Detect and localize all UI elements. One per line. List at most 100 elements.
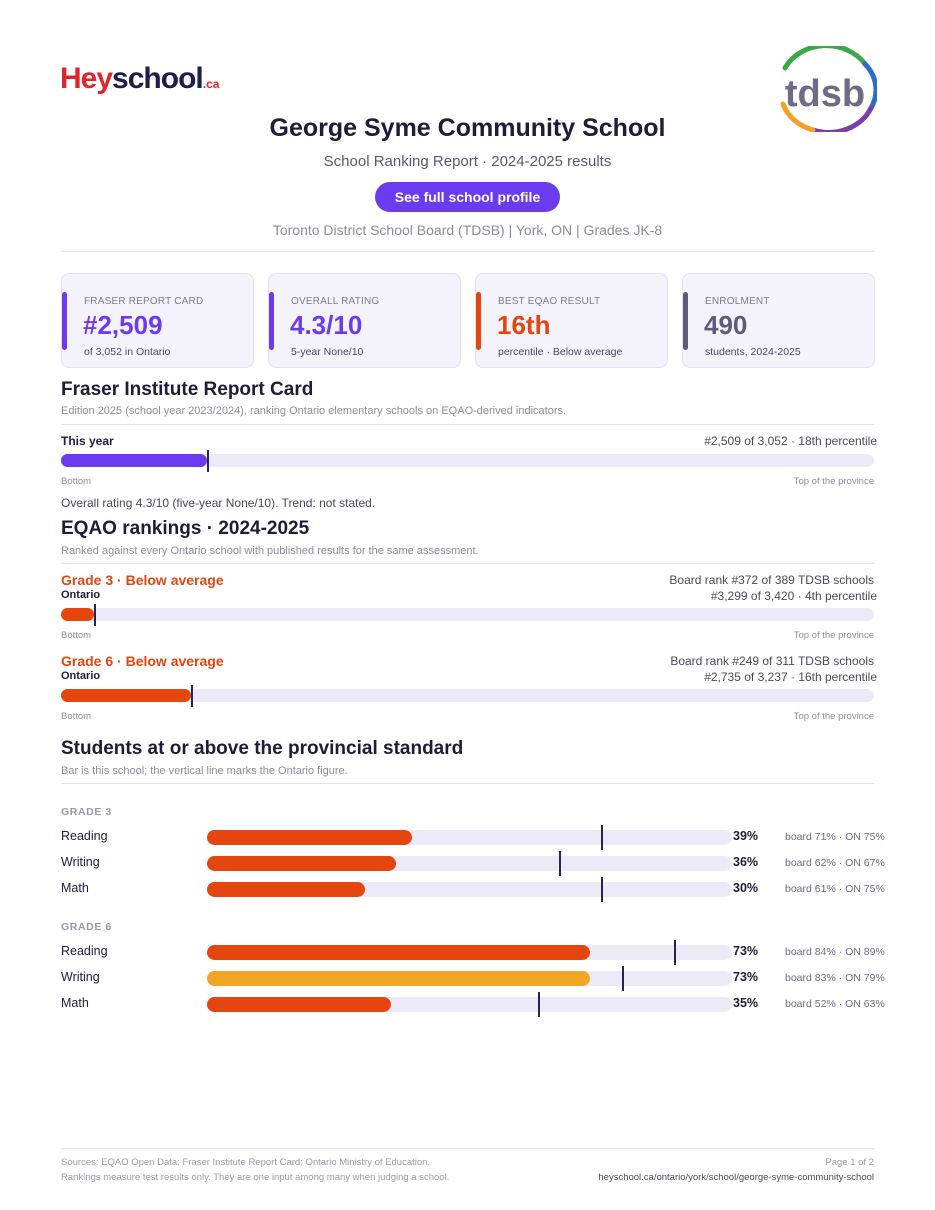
card-label: OVERALL RATING	[291, 296, 380, 307]
g6-reading-fill	[207, 945, 591, 960]
g6-math-compare: board 52% · ON 63%	[785, 998, 885, 1010]
footer-disclaimer-text: Rankings measure test results only. They…	[61, 1172, 450, 1183]
eqao-note: Ranked against every Ontario school with…	[61, 545, 479, 557]
card-sub: of 3,052 in Ontario	[84, 346, 171, 358]
card-value: 490	[704, 310, 748, 340]
school-title: George Syme Community School	[269, 114, 666, 142]
divider	[61, 1148, 874, 1149]
g6-writing-ontario-marker	[621, 966, 624, 991]
fraser-percentile-marker	[207, 450, 210, 472]
g3-reading-track	[207, 825, 732, 850]
see-full-profile-button[interactable]: See full school profile	[375, 182, 560, 212]
axis-top-label: Top of the province	[793, 476, 874, 487]
card-value: #2,509	[83, 310, 163, 340]
divider	[61, 783, 874, 784]
axis-bottom-label: Bottom	[61, 711, 92, 722]
g6-reading-label: Reading	[61, 944, 108, 958]
g6-math-pct: 35%	[733, 996, 759, 1010]
tdsb-logo: tdsb	[780, 46, 877, 132]
card-sub: 5-year None/10	[291, 346, 364, 358]
g3-writing-compare: board 62% · ON 67%	[785, 857, 885, 869]
logo-tld-text: .ca	[202, 77, 220, 91]
divider	[61, 563, 874, 564]
card-sub: percentile · Below average	[498, 346, 623, 358]
heyschool-logo[interactable]: Heyschool.ca	[60, 62, 219, 96]
footer-url-link[interactable]: heyschool.ca/ontario/york/school/george-…	[598, 1172, 874, 1183]
fraser-percentile-fill	[61, 454, 208, 467]
eqao-grade6-track	[61, 685, 874, 707]
g3-math-compare: board 61% · ON 75%	[785, 883, 885, 895]
fraser-row-label: This year	[61, 434, 114, 448]
fraser-heading: Fraser Institute Report Card	[61, 379, 314, 400]
fraser-percentile-track	[61, 450, 874, 472]
g3-writing-ontario-marker	[558, 851, 561, 876]
eqao-grade3-fill	[61, 608, 94, 621]
g3-math-pct: 30%	[733, 881, 759, 895]
enrolment-card: ENROLMENT 490 students, 2024-2025	[682, 273, 875, 368]
g6-writing-fill	[207, 971, 591, 986]
g3-reading-pct: 39%	[733, 829, 759, 843]
card-label: FRASER REPORT CARD	[84, 296, 204, 307]
axis-top-label: Top of the province	[793, 630, 874, 641]
g3-reading-compare: board 71% · ON 75%	[785, 831, 885, 843]
g3-writing-fill	[207, 856, 396, 871]
card-value: 4.3/10	[290, 310, 363, 340]
g6-math-fill	[207, 997, 391, 1012]
axis-bottom-label: Bottom	[61, 630, 92, 641]
card-sub: students, 2024-2025	[705, 346, 801, 358]
page-number: Page 1 of 2	[825, 1157, 874, 1168]
card-accent	[476, 292, 481, 350]
fraser-note: Edition 2025 (school year 2023/2024), ra…	[61, 405, 567, 417]
g3-reading-ontario-marker	[600, 825, 603, 850]
fraser-rank-card: FRASER REPORT CARD #2,509 of 3,052 in On…	[61, 273, 254, 368]
eqao-grade3-ontario-rank: #3,299 of 3,420 · 4th percentile	[710, 589, 877, 603]
best-eqao-card: BEST EQAO RESULT 16th percentile · Below…	[475, 273, 668, 368]
eqao-grade6-marker	[191, 685, 194, 707]
svg-text:tdsb: tdsb	[785, 73, 865, 115]
g3-math-fill	[207, 882, 365, 897]
eqao-grade3-track	[61, 604, 874, 626]
g6-writing-pct: 73%	[733, 970, 759, 984]
eqao-grade6-ontario-rank: #2,735 of 3,237 · 16th percentile	[704, 670, 877, 684]
grade6-group-label: GRADE 6	[61, 921, 112, 933]
divider	[61, 424, 874, 425]
eqao-grade3-marker	[93, 604, 96, 626]
grade3-group-label: GRADE 3	[61, 806, 112, 818]
eqao-heading: EQAO rankings · 2024-2025	[61, 518, 310, 539]
eqao-grade6-label: Grade 6 · Below average	[61, 653, 224, 669]
g3-math-label: Math	[61, 881, 89, 895]
eqao-grade6-board-rank: Board rank #249 of 311 TDSB schools	[670, 654, 874, 668]
g6-writing-compare: board 83% · ON 79%	[785, 972, 885, 984]
footer-sources-text: Sources: EQAO Open Data; Fraser Institut…	[61, 1157, 431, 1168]
g6-reading-pct: 73%	[733, 944, 759, 958]
g3-writing-label: Writing	[61, 855, 100, 869]
standard-note: Bar is this school; the vertical line ma…	[61, 765, 348, 777]
report-subtitle: School Ranking Report · 2024-2025 result…	[323, 153, 612, 170]
overall-rating-card: OVERALL RATING 4.3/10 5-year None/10	[268, 273, 461, 368]
divider	[61, 251, 874, 252]
g3-math-track	[207, 877, 732, 902]
axis-top-label: Top of the province	[793, 711, 874, 722]
g6-math-label: Math	[61, 996, 89, 1010]
g3-writing-track	[207, 851, 732, 876]
standard-heading: Students at or above the provincial stan…	[61, 738, 464, 759]
g6-reading-track	[207, 940, 732, 965]
card-accent	[269, 292, 274, 350]
g6-writing-label: Writing	[61, 970, 100, 984]
card-label: BEST EQAO RESULT	[498, 296, 601, 307]
school-meta: Toronto District School Board (TDSB) | Y…	[272, 222, 663, 238]
eqao-grade6-fill	[61, 689, 192, 702]
g6-reading-ontario-marker	[674, 940, 677, 965]
footer-page-info: Page 1 of 2 heyschool.ca/ontario/york/sc…	[598, 1155, 874, 1185]
g6-math-ontario-marker	[537, 992, 540, 1017]
axis-bottom-label: Bottom	[61, 476, 92, 487]
fraser-overall-text: Overall rating 4.3/10 (five-year None/10…	[61, 496, 376, 510]
g6-writing-track	[207, 966, 732, 991]
logo-school-text: school	[112, 62, 204, 95]
g6-math-track	[207, 992, 732, 1017]
eqao-grade3-label: Grade 3 · Below average	[61, 572, 224, 588]
g3-reading-fill	[207, 830, 412, 845]
fraser-rank-text: #2,509 of 3,052 · 18th percentile	[704, 434, 877, 448]
card-accent	[683, 292, 688, 350]
g6-reading-compare: board 84% · ON 89%	[785, 946, 885, 958]
